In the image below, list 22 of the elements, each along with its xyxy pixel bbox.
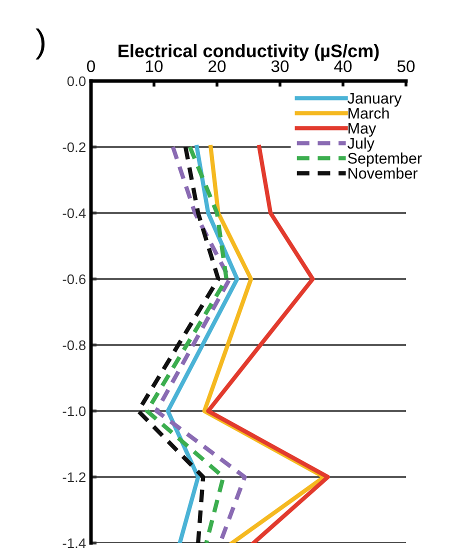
x-tick-label: 0	[87, 60, 95, 72]
legend-label: March	[348, 107, 389, 119]
y-tick-label: -1.0	[62, 406, 86, 416]
y-tick-label: -0.8	[62, 340, 86, 350]
x-tick-label: 10	[146, 60, 163, 72]
legend-label: May	[348, 123, 376, 137]
x-tick-label: 20	[208, 60, 226, 72]
y-tick-label: -1.2	[62, 472, 86, 482]
y-tick-label: -0.2	[62, 142, 86, 152]
y-tick-label: 0.0	[67, 76, 86, 86]
legend-label: January	[348, 93, 402, 107]
text: )	[36, 28, 45, 60]
y-tick-label: -0.6	[62, 274, 86, 284]
x-tick-label: 30	[271, 60, 289, 72]
y-tick-label: -0.4	[62, 208, 86, 218]
x-tick-label: 50	[397, 60, 415, 72]
x-axis-title: Electrical conductivity (µS/cm)	[118, 44, 379, 61]
x-tick-label: 40	[334, 60, 352, 72]
y-tick-label: -1.4	[62, 538, 86, 548]
legend-label: July	[348, 137, 374, 152]
legend-label: November	[348, 168, 418, 179]
legend-label: September	[348, 152, 422, 167]
